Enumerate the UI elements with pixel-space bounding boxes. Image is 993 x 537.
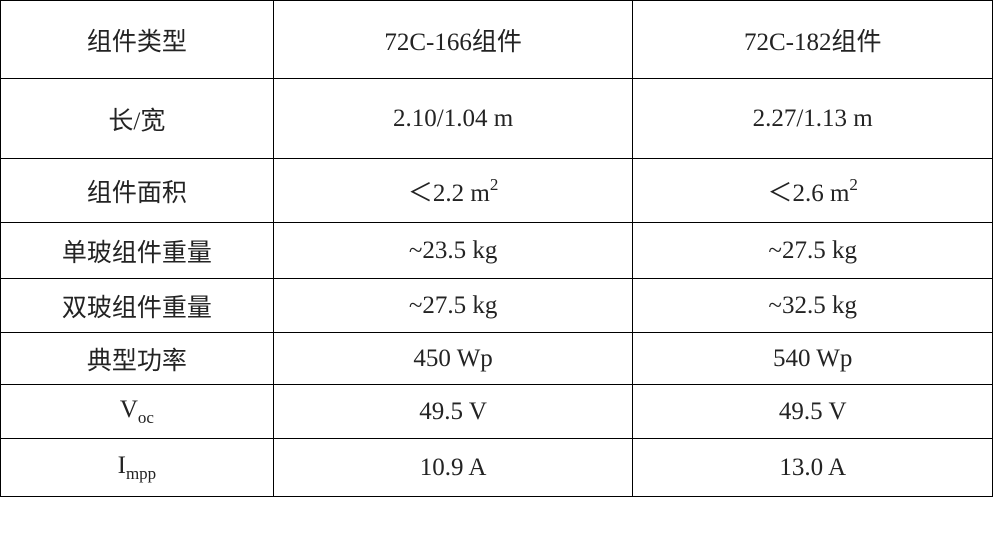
module-spec-table: 组件类型 72C-166组件 72C-182组件 长/宽 2.10/1.04 m… [0,0,993,497]
row-power-166: 450 Wp [273,333,633,385]
row-wdouble-label: 双玻组件重量 [1,279,274,333]
row-dim-label: 长/宽 [1,79,274,159]
row-voc-166: 49.5 V [273,385,633,439]
header-166-prefix: 72C-166 [384,29,472,56]
row-area-166-val: ＜2.2 m [408,180,490,207]
row-impp-label-sub: mpp [126,464,156,483]
table-row: 双玻组件重量 ~27.5 kg ~32.5 kg [1,279,993,333]
row-impp-166: 10.9 A [273,439,633,497]
row-area-label-text: 组件面积 [87,180,187,207]
row-area-label: 组件面积 [1,159,274,223]
row-power-label-text: 典型功率 [87,348,187,375]
table-row: 组件类型 72C-166组件 72C-182组件 [1,1,993,79]
row-voc-182: 49.5 V [633,385,993,439]
header-182-suffix: 组件 [831,29,881,56]
row-dim-182: 2.27/1.13 m [633,79,993,159]
table-row: 组件面积 ＜2.2 m2 ＜2.6 m2 [1,159,993,223]
row-area-166: ＜2.2 m2 [273,159,633,223]
row-area-166-sup: 2 [490,175,499,194]
row-wsingle-182: ~27.5 kg [633,223,993,279]
row-wdouble-label-text: 双玻组件重量 [62,295,212,322]
header-166: 72C-166组件 [273,1,633,79]
row-impp-label: Impp [1,439,274,497]
row-area-182-sup: 2 [849,175,858,194]
table-row: Voc 49.5 V 49.5 V [1,385,993,439]
row-impp-label-main: I [118,452,126,479]
header-182: 72C-182组件 [633,1,993,79]
row-dim-label-text: 长/宽 [108,108,165,135]
row-wdouble-166: ~27.5 kg [273,279,633,333]
row-dim-166: 2.10/1.04 m [273,79,633,159]
row-area-182: ＜2.6 m2 [633,159,993,223]
row-wdouble-182: ~32.5 kg [633,279,993,333]
row-voc-label-sub: oc [138,408,154,427]
row-voc-label-main: V [120,396,138,423]
table-row: 单玻组件重量 ~23.5 kg ~27.5 kg [1,223,993,279]
header-166-suffix: 组件 [472,29,522,56]
table-row: Impp 10.9 A 13.0 A [1,439,993,497]
row-wsingle-label: 单玻组件重量 [1,223,274,279]
row-wsingle-166: ~23.5 kg [273,223,633,279]
row-power-182: 540 Wp [633,333,993,385]
row-wsingle-label-text: 单玻组件重量 [62,240,212,267]
table-row: 长/宽 2.10/1.04 m 2.27/1.13 m [1,79,993,159]
header-param-text: 组件类型 [87,29,187,56]
row-power-label: 典型功率 [1,333,274,385]
header-param: 组件类型 [1,1,274,79]
table-row: 典型功率 450 Wp 540 Wp [1,333,993,385]
row-area-182-val: ＜2.6 m [767,180,849,207]
row-impp-182: 13.0 A [633,439,993,497]
row-voc-label: Voc [1,385,274,439]
header-182-prefix: 72C-182 [744,29,832,56]
